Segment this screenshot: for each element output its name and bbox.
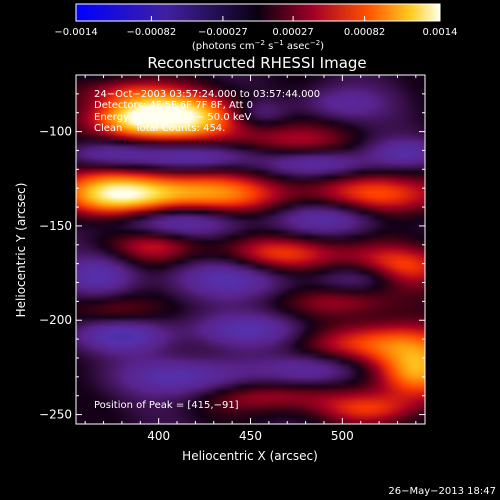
colorbar-tick-label: −0.00027 xyxy=(198,27,248,38)
x-tick-label: 500 xyxy=(331,429,354,443)
colorbar-tick-label: 0.0014 xyxy=(423,27,458,38)
y-axis-label: Heliocentric Y (arcsec) xyxy=(14,183,28,318)
y-tick-label: −250 xyxy=(39,408,72,422)
annotation-counts: Clean Total Counts: 454. xyxy=(94,123,225,134)
annotation-energy: Energy Range: 25.0 − 50.0 keV xyxy=(94,112,251,123)
heatmap-image xyxy=(76,75,425,424)
x-axis-ticks: 400 450 500 xyxy=(84,75,417,443)
colorbar xyxy=(75,3,441,22)
colorbar-tick-label: 0.00082 xyxy=(344,27,385,38)
colorbar-tick-label: −0.00082 xyxy=(127,27,177,38)
colorbar-unit: (photons cm−2 s−1 asec−2) xyxy=(192,39,324,52)
chart-title: Reconstructed RHESSI Image xyxy=(147,54,366,72)
annotation-detectors: Detectors: 4F 5F 6F 7F 8F, Att 0 xyxy=(94,100,253,111)
peak-position-label: Position of Peak = [415,−91] xyxy=(94,400,239,411)
y-tick-label: −150 xyxy=(39,219,72,233)
y-tick-label: −100 xyxy=(39,125,72,139)
y-tick-label: −200 xyxy=(39,313,72,327)
colorbar-tick-label: 0.00027 xyxy=(272,27,313,38)
y-axis-ticks: −100 −150 −200 −250 xyxy=(39,93,425,422)
x-tick-label: 450 xyxy=(239,429,262,443)
x-axis-label: Heliocentric X (arcsec) xyxy=(182,449,318,463)
colorbar-tick-label: −0.0014 xyxy=(54,27,97,38)
x-tick-label: 400 xyxy=(147,429,170,443)
footer-date: 26−May−2013 18:47 xyxy=(388,486,496,497)
colorbar-ticks: −0.0014 −0.00082 −0.00027 0.00027 0.00082 0.0… xyxy=(54,16,458,38)
annotation-time: 24−Oct−2003 03:57:24.000 to 03:57:44.000 xyxy=(94,89,320,100)
